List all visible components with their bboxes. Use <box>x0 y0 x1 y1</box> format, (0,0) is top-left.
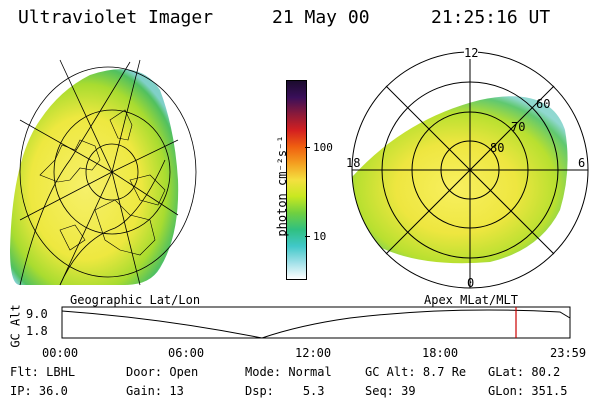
status-glon: GLon: 351.5 <box>488 384 568 398</box>
xtick-1200: 12:00 <box>295 346 332 360</box>
status-door: Door: Open <box>126 365 199 379</box>
xtick-0600: 06:00 <box>168 346 205 360</box>
status-ip: IP: 36.0 <box>10 384 68 398</box>
altitude-ytick-max: 9.0 <box>26 307 48 321</box>
lat-label-80: 80 <box>490 141 505 155</box>
colorbar-label-10: 10 <box>313 230 327 243</box>
status-filter: Flt: LBHL <box>10 365 76 379</box>
xtick-1800: 18:00 <box>422 346 459 360</box>
xtick-0000: 00:00 <box>42 346 79 360</box>
altitude-ytick-min: 1.8 <box>26 324 48 338</box>
colorbar-tick-10 <box>305 236 310 237</box>
aurora-image-magnetic <box>352 96 568 264</box>
magnetic-title: Apex MLat/MLT <box>424 293 518 307</box>
geographic-title: Geographic Lat/Lon <box>70 293 201 307</box>
colorbar-label-100: 100 <box>313 141 333 154</box>
mlt-label-18: 18 <box>346 156 361 170</box>
status-gain: Gain: 13 <box>126 384 184 398</box>
status-glat: GLat: 80.2 <box>488 365 561 379</box>
coastlines <box>39 109 166 256</box>
mlt-label-0: 0 <box>467 276 475 290</box>
colorbar-unit: photon cm⁻²s⁻¹ <box>275 135 289 237</box>
lat-label-60: 60 <box>536 97 551 111</box>
status-mode: Mode: Normal <box>245 365 332 379</box>
mlt-label-6: 6 <box>578 156 586 170</box>
date-label: 21 May 00 <box>272 7 370 28</box>
geographic-grid <box>19 59 197 286</box>
time-label: 21:25:16 UT <box>431 7 551 28</box>
colorbar <box>286 80 307 280</box>
lat-label-70: 70 <box>511 120 526 134</box>
status-seq: Seq: 39 <box>365 384 416 398</box>
status-gc-alt: GC Alt: 8.7 Re <box>365 365 467 379</box>
xtick-2359: 23:59 <box>550 346 587 360</box>
magnetic-polar-plot <box>351 51 589 289</box>
instrument-title: Ultraviolet Imager <box>18 7 214 28</box>
status-dsp: Dsp: 5.3 <box>245 384 325 398</box>
colorbar-tick-100 <box>305 147 310 148</box>
altitude-ylabel: GC Alt <box>8 304 23 348</box>
aurora-image-geographic <box>10 69 179 285</box>
mlt-label-12: 12 <box>464 46 479 60</box>
